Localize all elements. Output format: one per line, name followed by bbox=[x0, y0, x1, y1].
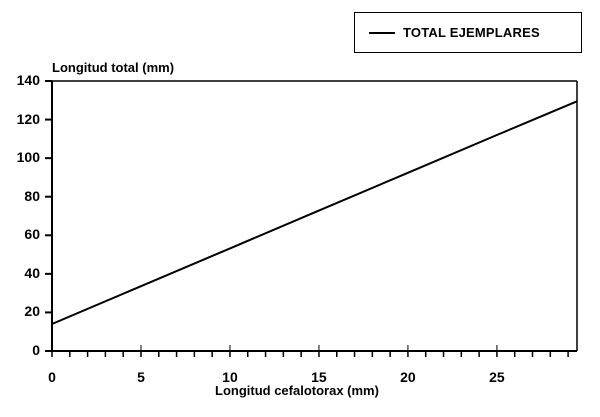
y-tick-label: 20 bbox=[24, 303, 40, 320]
y-tick-label: 80 bbox=[24, 187, 40, 204]
x-tick-label: 0 bbox=[48, 369, 56, 385]
y-tick-label: 140 bbox=[16, 72, 40, 88]
legend-line-swatch bbox=[369, 31, 395, 34]
y-axis-ticks bbox=[45, 80, 52, 352]
x-axis-ticks bbox=[51, 345, 569, 357]
x-tick-label: 20 bbox=[400, 369, 416, 385]
x-tick-label: 5 bbox=[137, 369, 145, 385]
legend-label: TOTAL EJEMPLARES bbox=[403, 25, 540, 40]
y-tick-label: 40 bbox=[24, 264, 40, 281]
x-tick-label: 10 bbox=[222, 369, 238, 385]
y-tick-label: 120 bbox=[16, 110, 40, 127]
legend-box: TOTAL EJEMPLARES bbox=[354, 12, 582, 53]
y-axis-title: Longitud total (mm) bbox=[52, 60, 175, 75]
y-tick-label: 100 bbox=[16, 149, 40, 166]
data-line-total-ejemplares bbox=[51, 100, 578, 325]
x-axis-title: Longitud cefalotorax (mm) bbox=[215, 383, 379, 398]
x-tick-label: 25 bbox=[489, 369, 505, 385]
y-tick-label: 0 bbox=[32, 342, 40, 358]
axes-frame bbox=[51, 80, 578, 352]
y-tick-label: 60 bbox=[24, 226, 40, 243]
x-tick-label: 15 bbox=[311, 369, 327, 385]
